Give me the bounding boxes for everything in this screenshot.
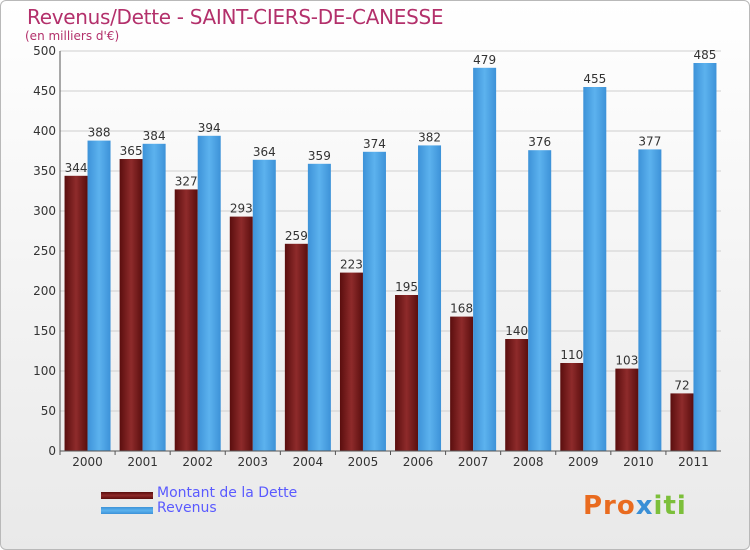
data-label-dette: 110 bbox=[560, 348, 583, 362]
bar-dette bbox=[119, 159, 143, 451]
bar-dette bbox=[339, 272, 363, 451]
bar-revenus bbox=[362, 151, 386, 452]
bar-revenus bbox=[142, 143, 166, 452]
data-label-revenus: 377 bbox=[638, 134, 661, 148]
bar-revenus bbox=[693, 63, 717, 451]
bar-revenus bbox=[418, 145, 442, 451]
chart-subtitle: (en milliers d'€) bbox=[25, 29, 120, 43]
data-label-dette: 293 bbox=[230, 202, 253, 216]
y-tick-label: 200 bbox=[33, 284, 56, 298]
y-tick-label: 250 bbox=[33, 244, 56, 258]
legend-swatch-revenus bbox=[101, 507, 153, 514]
bar-revenus bbox=[197, 135, 221, 452]
data-label-revenus: 394 bbox=[198, 121, 221, 135]
data-label-dette: 72 bbox=[674, 378, 689, 392]
data-label-dette: 195 bbox=[395, 280, 418, 294]
bar-dette bbox=[284, 243, 308, 451]
legend-label-revenus: Revenus bbox=[157, 500, 217, 516]
bar-dette bbox=[615, 368, 639, 451]
proxiti-logo: Proxiti bbox=[583, 491, 687, 521]
y-tick-label: 500 bbox=[33, 44, 56, 58]
x-tick-label: 2000 bbox=[72, 455, 103, 469]
y-tick-label: 0 bbox=[48, 444, 56, 458]
y-tick-label: 100 bbox=[33, 364, 56, 378]
bar-revenus bbox=[307, 163, 331, 452]
legend-swatch-dette bbox=[101, 492, 153, 499]
y-tick-label: 300 bbox=[33, 204, 56, 218]
y-tick-label: 450 bbox=[33, 84, 56, 98]
x-tick-label: 2004 bbox=[293, 455, 324, 469]
data-label-dette: 344 bbox=[65, 161, 88, 175]
x-tick-label: 2005 bbox=[348, 455, 379, 469]
data-label-revenus: 374 bbox=[363, 137, 386, 151]
bar-dette bbox=[174, 189, 198, 451]
bar-revenus bbox=[252, 159, 276, 452]
data-label-dette: 327 bbox=[175, 174, 198, 188]
data-label-dette: 259 bbox=[285, 229, 308, 243]
bar-revenus bbox=[583, 87, 607, 451]
x-tick-label: 2011 bbox=[678, 455, 709, 469]
x-tick-label: 2008 bbox=[513, 455, 544, 469]
bar-dette bbox=[64, 175, 88, 452]
bar-dette bbox=[560, 363, 584, 451]
bar-revenus bbox=[473, 67, 497, 452]
grid-lines bbox=[60, 50, 721, 412]
bar-dette bbox=[670, 393, 694, 451]
bars bbox=[64, 63, 717, 452]
bar-dette bbox=[450, 316, 474, 451]
x-tick-label: 2009 bbox=[568, 455, 599, 469]
y-tick-label: 400 bbox=[33, 124, 56, 138]
legend-label-dette: Montant de la Dette bbox=[157, 485, 298, 501]
data-label-dette: 140 bbox=[505, 324, 528, 338]
data-label-revenus: 376 bbox=[528, 135, 551, 149]
data-label-dette: 365 bbox=[120, 144, 143, 158]
axes: 0 50 100 150 200 250 300 350 400 450 500 2000 2001 20… bbox=[33, 44, 721, 469]
chart-title: Revenus/Dette - SAINT-CIERS-DE-CANESSE bbox=[27, 5, 444, 29]
bar-revenus bbox=[528, 150, 552, 451]
x-tick-label: 2006 bbox=[403, 455, 434, 469]
data-label-revenus: 485 bbox=[694, 48, 717, 62]
data-label-revenus: 382 bbox=[418, 130, 441, 144]
bar-revenus bbox=[87, 140, 111, 451]
y-tick-label: 50 bbox=[41, 404, 56, 418]
data-label-revenus: 455 bbox=[583, 72, 606, 86]
x-tick-label: 2002 bbox=[182, 455, 213, 469]
data-label-revenus: 364 bbox=[253, 145, 276, 159]
data-label-revenus: 359 bbox=[308, 149, 331, 163]
y-tick-label: 150 bbox=[33, 324, 56, 338]
x-tick-label: 2001 bbox=[127, 455, 158, 469]
y-tick-label: 350 bbox=[33, 164, 56, 178]
x-tick-label: 2010 bbox=[623, 455, 654, 469]
data-label-revenus: 384 bbox=[143, 129, 166, 143]
x-tick-label: 2007 bbox=[458, 455, 489, 469]
bar-revenus bbox=[638, 149, 662, 451]
x-tick-label: 2003 bbox=[238, 455, 269, 469]
data-label-dette: 103 bbox=[615, 354, 638, 368]
data-label-dette: 223 bbox=[340, 258, 363, 272]
bar-dette bbox=[395, 295, 419, 451]
data-label-revenus: 388 bbox=[88, 126, 111, 140]
bar-dette bbox=[229, 216, 253, 451]
bar-dette bbox=[505, 339, 529, 451]
data-label-dette: 168 bbox=[450, 302, 473, 316]
data-label-revenus: 479 bbox=[473, 53, 496, 67]
